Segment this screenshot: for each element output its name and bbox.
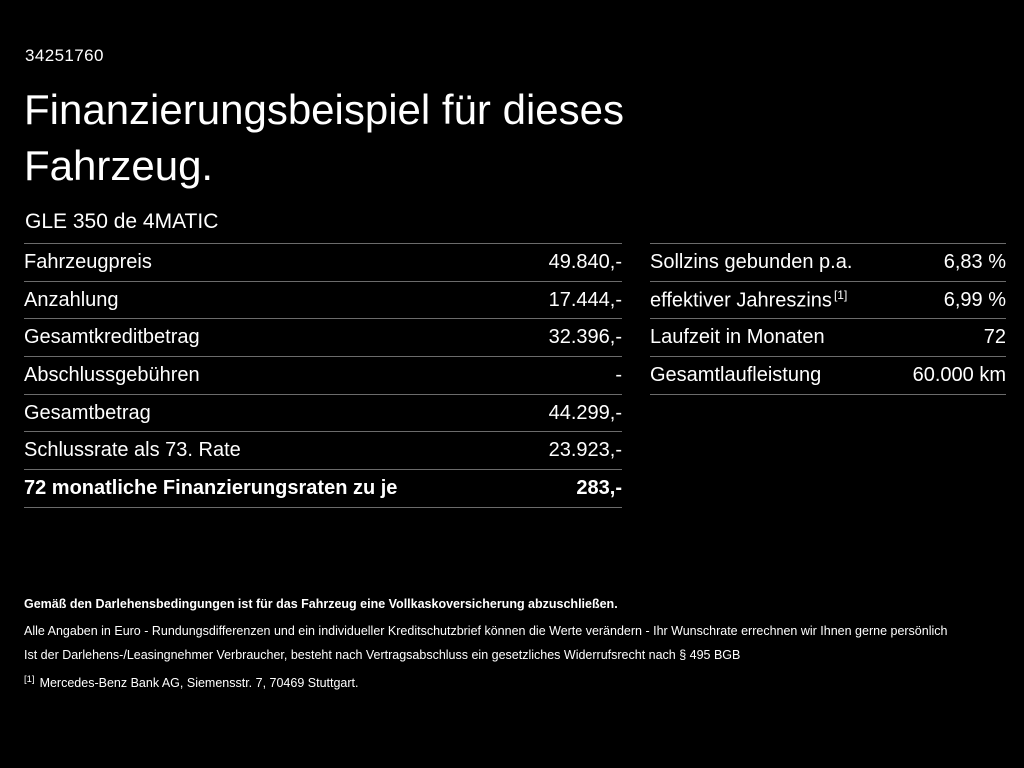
row-value: 72 (983, 326, 1006, 349)
row-value: 6,99 % (943, 288, 1006, 311)
table-row: Schlussrate als 73. Rate 23.923,- (24, 431, 622, 469)
table-row: Gesamtkreditbetrag 32.396,- (24, 318, 622, 356)
row-label: Laufzeit in Monaten (650, 326, 825, 349)
row-label: Abschlussgebühren (24, 363, 200, 386)
row-value: 17.444,- (548, 288, 622, 311)
row-label: Gesamtlaufleistung (650, 363, 822, 386)
table-row: Gesamtlaufleistung 60.000 km (650, 356, 1006, 395)
table-row: Gesamtbetrag 44.299,- (24, 393, 622, 432)
financing-table-left: Fahrzeugpreis 49.840,- Anzahlung 17.444,… (24, 243, 622, 508)
row-label: 72 monatliche Finanzierungsraten zu je (24, 476, 398, 499)
table-row: Abschlussgebühren - (24, 356, 622, 394)
table-row: Fahrzeugpreis 49.840,- (24, 243, 622, 281)
page-title-line2: Fahrzeug. (24, 142, 214, 189)
row-label: Gesamtkreditbetrag (24, 326, 200, 349)
row-value: 60.000 km (912, 363, 1006, 386)
row-value: - (615, 363, 622, 386)
footnote-ref: [1] (833, 287, 848, 302)
vehicle-model-subtitle: GLE 350 de 4MATIC (25, 210, 219, 233)
row-label: Gesamtbetrag (24, 401, 151, 424)
row-value: 283,- (576, 476, 622, 499)
table-row-monthly-rate: 72 monatliche Finanzierungsraten zu je 2… (24, 469, 622, 508)
row-label: Anzahlung (24, 288, 119, 311)
table-row: effektiver Jahreszins [1] 6,99 % (650, 280, 1006, 319)
page-title-line1: Finanzierungsbeispiel für dieses (24, 86, 624, 133)
row-label: Sollzins gebunden p.a. (650, 250, 853, 273)
row-label: Fahrzeugpreis (24, 250, 152, 273)
row-value: 6,83 % (943, 250, 1006, 273)
row-value: 49.840,- (548, 250, 622, 273)
row-value: 23.923,- (548, 439, 622, 462)
footnote-marker: [1] (24, 674, 35, 685)
row-value: 32.396,- (548, 326, 622, 349)
row-label: effektiver Jahreszins [1] (650, 287, 848, 312)
footer-insurance-note: Gemäß den Darlehensbedingungen ist für d… (24, 597, 618, 611)
footer-disclaimer-1: Alle Angaben in Euro - Rundungsdifferenz… (24, 624, 948, 638)
legal-footer: Gemäß den Darlehensbedingungen ist für d… (24, 597, 989, 690)
row-label: Schlussrate als 73. Rate (24, 439, 241, 462)
table-row: Anzahlung 17.444,- (24, 280, 622, 319)
table-row: Sollzins gebunden p.a. 6,83 % (650, 243, 1006, 281)
table-row: Laufzeit in Monaten 72 (650, 318, 1006, 356)
financing-table-right: Sollzins gebunden p.a. 6,83 % effektiver… (650, 243, 1006, 395)
row-value: 44.299,- (548, 401, 622, 424)
footnote-text: Mercedes-Benz Bank AG, Siemensstr. 7, 70… (39, 676, 359, 691)
footer-disclaimer-2: Ist der Darlehens-/Leasingnehmer Verbrau… (24, 648, 741, 662)
page-title: Finanzierungsbeispiel für dieses Fahrzeu… (24, 82, 624, 194)
footer-footnote: [1] Mercedes-Benz Bank AG, Siemensstr. 7,… (24, 674, 989, 690)
vehicle-id: 34251760 (25, 46, 104, 65)
